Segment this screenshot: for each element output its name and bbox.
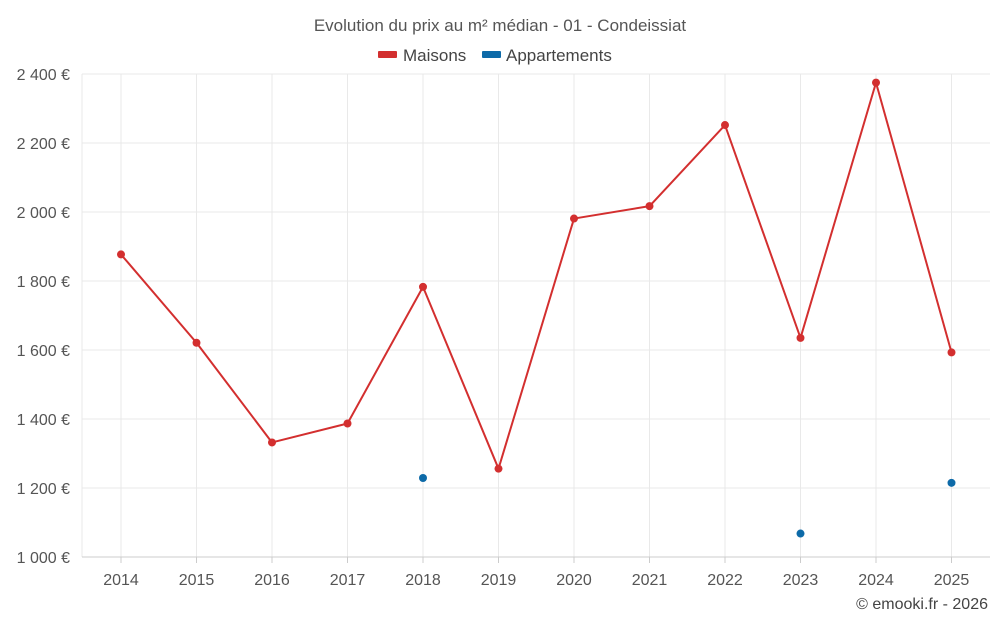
data-point[interactable] [645, 202, 654, 211]
x-tick-label: 2022 [707, 572, 743, 589]
y-tick-label: 1 200 € [17, 481, 70, 498]
legend-swatch [378, 51, 397, 58]
x-tick-label: 2020 [556, 572, 592, 589]
data-point[interactable] [192, 338, 201, 347]
legend-swatch [482, 51, 501, 58]
data-point[interactable] [117, 250, 125, 259]
axes: 1 000 € 1 200 € 1 400 € 1 600 € 1 800 € 2 000… [17, 67, 990, 589]
legend-item-maisons[interactable]: Maisons [378, 46, 466, 65]
data-point[interactable] [872, 78, 880, 87]
y-tick-label: 1 600 € [17, 343, 70, 360]
y-tick-label: 1 400 € [17, 412, 70, 429]
x-tick-label: 2016 [254, 572, 290, 589]
chart-title: Evolution du prix au m² médian - 01 - Co… [314, 16, 687, 35]
data-point[interactable] [268, 438, 276, 447]
data-point[interactable] [570, 214, 578, 223]
y-tick-label: 2 200 € [17, 136, 70, 153]
data-point[interactable] [419, 473, 427, 482]
y-tick-label: 1 800 € [17, 274, 70, 291]
data-point[interactable] [796, 333, 805, 342]
grid [81, 73, 990, 557]
x-tick-label: 2017 [330, 572, 366, 589]
x-tick-label: 2019 [481, 572, 517, 589]
data-point[interactable] [343, 419, 352, 428]
series-line-maisons [120, 81, 953, 470]
x-tick-label: 2025 [934, 572, 970, 589]
credit-text: © emooki.fr - 2026 [856, 596, 988, 613]
legend-item-appartements[interactable]: Appartements [482, 46, 612, 65]
y-tick-label: 2 000 € [17, 205, 70, 222]
x-tick-label: 2021 [632, 572, 668, 589]
x-tick-label: 2018 [405, 572, 441, 589]
series-appartements [419, 473, 956, 538]
series [117, 78, 956, 538]
x-tick-label: 2024 [858, 572, 894, 589]
x-tick-label: 2023 [783, 572, 819, 589]
y-tick-label: 2 400 € [17, 67, 70, 84]
data-point[interactable] [721, 121, 729, 130]
x-tick-label: 2015 [179, 572, 215, 589]
x-tick-label: 2014 [103, 572, 139, 589]
y-tick-label: 1 000 € [17, 550, 70, 567]
data-point[interactable] [947, 478, 956, 487]
legend-label: Maisons [403, 46, 466, 65]
series-maisons [117, 78, 956, 473]
data-point[interactable] [419, 282, 427, 291]
data-point[interactable] [494, 464, 503, 473]
data-point[interactable] [796, 529, 805, 538]
legend-label: Appartements [506, 46, 612, 65]
legend: Maisons Appartements [378, 46, 612, 65]
data-point[interactable] [947, 348, 956, 357]
